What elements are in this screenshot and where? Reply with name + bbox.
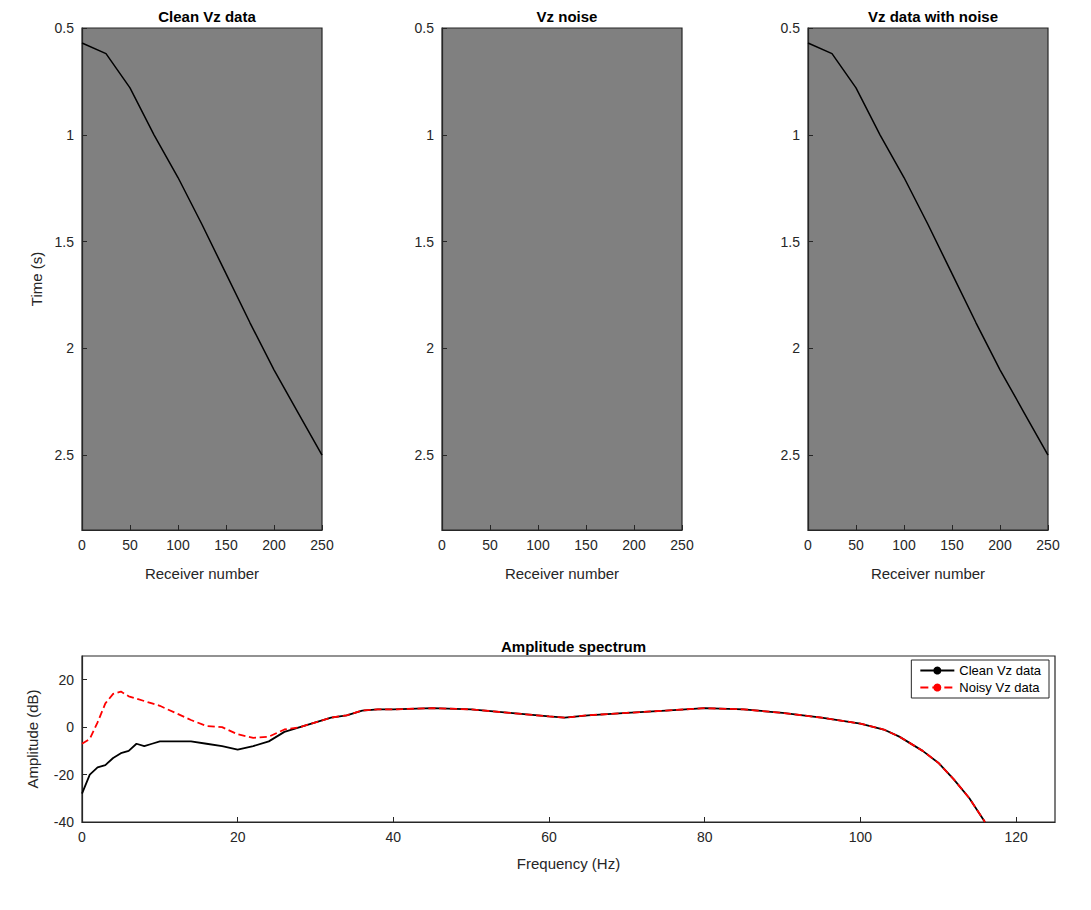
svg-text:40: 40 (386, 829, 402, 845)
svg-text:1: 1 (792, 127, 800, 143)
svg-text:150: 150 (214, 537, 238, 553)
svg-text:1: 1 (426, 127, 434, 143)
svg-text:1: 1 (66, 127, 74, 143)
svg-text:Noisy Vz data: Noisy Vz data (959, 680, 1040, 695)
svg-text:50: 50 (848, 537, 864, 553)
svg-text:1.5: 1.5 (781, 234, 801, 250)
svg-text:200: 200 (622, 537, 646, 553)
svg-text:Clean Vz data: Clean Vz data (158, 8, 256, 25)
svg-text:Receiver number: Receiver number (505, 565, 619, 582)
svg-text:0: 0 (66, 719, 74, 735)
svg-text:200: 200 (988, 537, 1012, 553)
svg-text:-40: -40 (54, 814, 74, 830)
svg-text:0: 0 (78, 829, 86, 845)
svg-text:120: 120 (1004, 829, 1028, 845)
svg-text:2.5: 2.5 (55, 447, 75, 463)
svg-text:Vz data with noise: Vz data with noise (868, 8, 998, 25)
svg-text:Receiver number: Receiver number (871, 565, 985, 582)
svg-text:0.5: 0.5 (55, 20, 75, 36)
svg-text:50: 50 (482, 537, 498, 553)
svg-text:250: 250 (670, 537, 694, 553)
svg-text:0: 0 (804, 537, 812, 553)
svg-text:60: 60 (541, 829, 557, 845)
svg-text:100: 100 (526, 537, 550, 553)
svg-text:1.5: 1.5 (415, 234, 435, 250)
svg-text:150: 150 (940, 537, 964, 553)
svg-text:50: 50 (122, 537, 138, 553)
svg-text:0.5: 0.5 (781, 20, 801, 36)
svg-text:100: 100 (166, 537, 190, 553)
svg-text:200: 200 (262, 537, 286, 553)
svg-text:0: 0 (78, 537, 86, 553)
svg-text:2: 2 (66, 340, 74, 356)
svg-text:250: 250 (310, 537, 334, 553)
svg-text:100: 100 (892, 537, 916, 553)
svg-text:Vz noise: Vz noise (537, 8, 598, 25)
svg-text:20: 20 (58, 672, 74, 688)
svg-text:150: 150 (574, 537, 598, 553)
svg-text:100: 100 (849, 829, 873, 845)
svg-text:2: 2 (426, 340, 434, 356)
svg-text:Amplitude spectrum: Amplitude spectrum (501, 638, 646, 655)
svg-text:80: 80 (697, 829, 713, 845)
svg-text:0.5: 0.5 (415, 20, 435, 36)
svg-text:Frequency (Hz): Frequency (Hz) (517, 855, 620, 872)
svg-text:2.5: 2.5 (415, 447, 435, 463)
svg-text:Time (s): Time (s) (28, 252, 45, 306)
svg-text:20: 20 (230, 829, 246, 845)
svg-text:2: 2 (792, 340, 800, 356)
svg-text:250: 250 (1036, 537, 1060, 553)
svg-text:2.5: 2.5 (781, 447, 801, 463)
svg-text:1.5: 1.5 (55, 234, 75, 250)
svg-text:Clean Vz data: Clean Vz data (959, 663, 1041, 678)
svg-text:-20: -20 (54, 767, 74, 783)
svg-text:Receiver number: Receiver number (145, 565, 259, 582)
svg-text:0: 0 (438, 537, 446, 553)
svg-text:Amplitude (dB): Amplitude (dB) (24, 689, 41, 788)
